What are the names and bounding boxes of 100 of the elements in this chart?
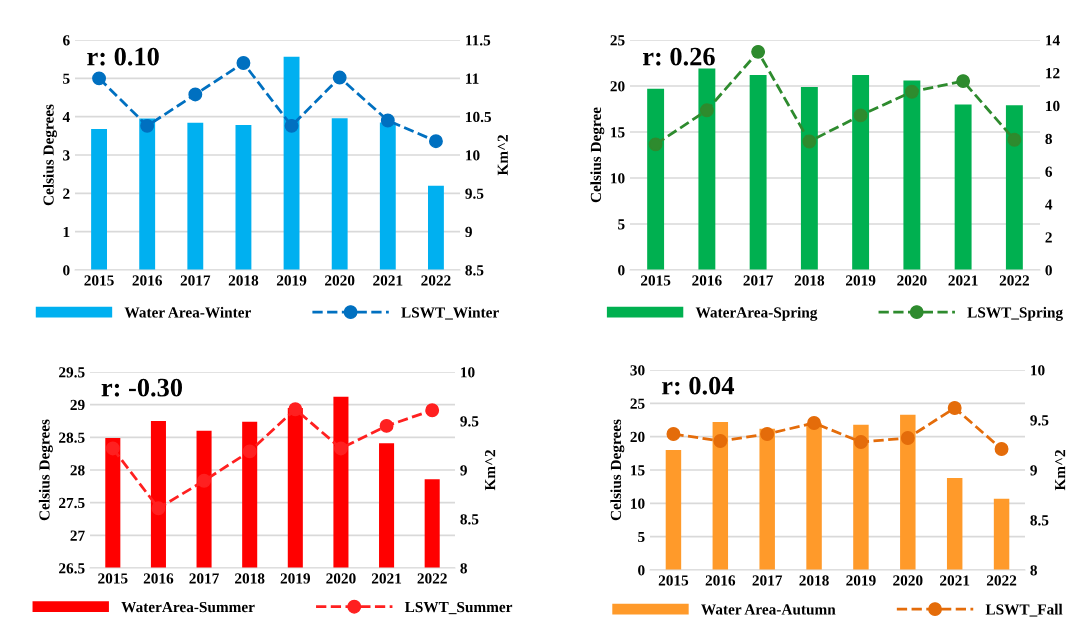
point	[242, 444, 257, 459]
y2-axis-title: Km^2	[1055, 450, 1066, 491]
y2-tick-label: 4	[1045, 199, 1053, 210]
y-tick-label: 4	[62, 111, 70, 122]
y2-tick-label: 11	[466, 73, 479, 84]
y-axis-title: Celsius Degrees	[38, 419, 53, 521]
x-tick-label: 2020	[325, 275, 355, 286]
point	[105, 441, 120, 456]
y2-tick-label: 8.5	[460, 514, 479, 525]
legend-label: Water Area-Autumn	[701, 604, 836, 615]
y2-tick-label: 10	[461, 367, 475, 378]
legend-label: LSWT_Summer	[404, 601, 513, 615]
bar	[954, 104, 972, 270]
point	[956, 74, 971, 89]
y2-tick-label: 2	[1045, 232, 1052, 243]
y-tick-label: 5	[63, 73, 70, 84]
y-axis-title: Celsius Degrees	[42, 104, 57, 206]
y-tick-label: 20	[610, 81, 625, 92]
x-tick-label: 2016	[132, 275, 163, 286]
x-tick-label: 2020	[893, 575, 923, 586]
point	[425, 403, 440, 418]
y2-tick-label: 8.5	[465, 265, 484, 276]
point	[994, 442, 1009, 456]
x-tick-label: 2022	[999, 275, 1029, 286]
x-tick-label: 2017	[743, 275, 774, 286]
point	[904, 84, 919, 99]
x-tick-label: 2019	[845, 275, 876, 286]
x-tick-label: 2015	[658, 575, 689, 586]
y2-tick-label: 9	[460, 465, 467, 476]
bar	[900, 414, 916, 570]
point	[151, 501, 166, 516]
x-tick-label: 2017	[189, 573, 219, 584]
y-axis-title: Celsius Degrees	[610, 419, 625, 521]
x-tick-label: 2019	[276, 275, 307, 286]
y-tick-label: 1	[63, 226, 70, 237]
y2-tick-label: 9.5	[1030, 415, 1049, 426]
annotation: r: 0.10	[87, 47, 159, 66]
bar	[647, 88, 665, 270]
x-tick-label: 2016	[692, 275, 722, 286]
x-tick-label: 2016	[705, 575, 736, 586]
bar	[235, 125, 252, 270]
bar	[712, 422, 729, 570]
bar	[331, 118, 348, 270]
y2-tick-label: 9.5	[465, 188, 484, 199]
point	[92, 71, 107, 86]
bar	[806, 423, 822, 570]
annotation: r: 0.26	[643, 47, 715, 66]
x-tick-label: 2017	[180, 275, 211, 286]
point	[947, 401, 962, 415]
x-tick-label: 2021	[940, 575, 970, 586]
y-tick-label: 5	[618, 219, 625, 230]
bar	[749, 74, 767, 270]
y2-tick-label: 0	[1045, 265, 1052, 276]
y-tick-label: 2	[63, 188, 70, 199]
y2-tick-label: 9	[465, 226, 472, 238]
point	[648, 137, 663, 152]
y-tick-label: 27.5	[59, 497, 85, 509]
bar	[993, 498, 1010, 570]
y2-tick-label: 8	[1030, 565, 1037, 576]
y-tick-label: 20	[630, 431, 645, 443]
y2-axis-title: Km^2	[497, 135, 508, 176]
annotation: r: -0.30	[101, 378, 183, 397]
point	[379, 418, 394, 433]
point	[699, 103, 714, 118]
point	[900, 431, 915, 445]
y2-tick-label: 10	[466, 150, 480, 161]
y-tick-label: 29	[70, 399, 85, 411]
y2-tick-label: 9	[1030, 465, 1037, 476]
y-tick-label: 10	[631, 498, 645, 509]
x-tick-label: 2015	[84, 275, 114, 286]
y2-tick-label: 10	[1031, 365, 1045, 376]
x-tick-label: 2019	[846, 575, 876, 586]
y2-tick-label: 11.5	[466, 35, 491, 46]
bar	[283, 56, 300, 270]
y-tick-label: 26.5	[59, 563, 85, 574]
x-tick-label: 2017	[752, 575, 783, 586]
y-tick-label: 6	[63, 35, 70, 46]
annotation: r: 0.04	[661, 376, 735, 395]
legend-label: WaterArea-Summer	[121, 601, 255, 613]
x-tick-label: 2020	[897, 275, 927, 286]
point	[380, 113, 395, 128]
x-tick-label: 2016	[143, 573, 174, 584]
x-tick-label: 2022	[417, 573, 447, 584]
x-tick-label: 2021	[371, 573, 402, 584]
x-tick-label: 2018	[794, 275, 825, 286]
y-tick-label: 15	[631, 465, 645, 476]
bar	[187, 122, 204, 270]
x-tick-label: 2018	[228, 275, 259, 286]
x-tick-label: 2022	[421, 275, 451, 286]
y-tick-label: 27	[70, 530, 85, 541]
y-tick-label: 5	[638, 531, 645, 543]
bar	[665, 450, 682, 570]
y2-tick-label: 8	[1045, 133, 1052, 145]
y2-tick-label: 9.5	[460, 416, 479, 427]
y2-tick-label: 6	[1045, 166, 1053, 177]
y-tick-label: 0	[618, 265, 625, 276]
bar	[698, 68, 716, 270]
point	[428, 134, 443, 149]
x-tick-label: 2019	[280, 573, 311, 584]
bar	[853, 424, 869, 570]
